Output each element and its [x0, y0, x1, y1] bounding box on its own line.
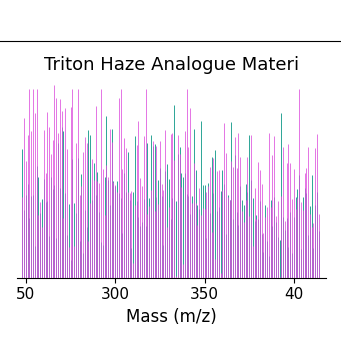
X-axis label: Mass (m/z): Mass (m/z) [126, 308, 217, 326]
Title: Triton Haze Analogue Materi: Triton Haze Analogue Materi [44, 56, 299, 74]
